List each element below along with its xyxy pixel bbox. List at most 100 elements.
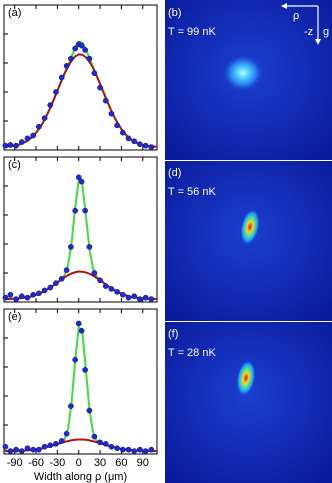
data-point	[86, 244, 93, 250]
data-point	[148, 144, 155, 150]
data-point	[18, 293, 25, 300]
data-point	[36, 123, 42, 130]
data-point	[82, 47, 88, 53]
panel-label: (c)	[8, 159, 21, 171]
data-point	[142, 294, 149, 301]
data-point	[131, 293, 138, 300]
data-point	[13, 446, 19, 453]
data-point	[108, 286, 115, 292]
data-point	[78, 178, 85, 185]
data-point	[82, 367, 88, 373]
data-point	[63, 267, 70, 273]
plot-2: (c)	[2, 156, 158, 303]
data-point	[148, 446, 155, 453]
x-tick-label: 90	[137, 457, 149, 469]
plot-frame	[3, 4, 158, 151]
x-tick-label: 30	[94, 457, 106, 469]
data-point	[36, 290, 42, 297]
axis-name: -z	[304, 26, 313, 38]
data-point	[41, 287, 48, 294]
data-point	[30, 446, 37, 453]
data-point	[2, 443, 9, 450]
data-point	[13, 142, 19, 149]
data-point	[24, 445, 31, 452]
data-point	[58, 275, 65, 282]
data-point	[91, 433, 98, 440]
image-panel-f: (f) T = 28 nK	[165, 322, 332, 483]
data-point	[24, 135, 31, 142]
data-point	[137, 446, 143, 453]
panel-label: (d)	[168, 167, 181, 179]
data-point	[91, 70, 98, 77]
data-point	[63, 63, 70, 69]
data-point	[86, 407, 93, 414]
data-point	[125, 294, 132, 301]
arrow-head	[315, 39, 321, 45]
data-point	[18, 139, 25, 145]
data-point	[47, 442, 54, 449]
data-point	[68, 403, 74, 409]
data-point	[18, 448, 25, 454]
data-point	[114, 289, 120, 295]
x-tick-label: -30	[49, 457, 65, 469]
x-tick-label: 0	[76, 457, 82, 469]
data-point	[72, 207, 79, 214]
temperature: T = 56 nK	[168, 186, 216, 198]
data-point	[72, 45, 79, 52]
data-point	[78, 42, 85, 49]
data-point	[82, 207, 88, 214]
data-point	[148, 296, 155, 302]
panel-label: (f)	[168, 328, 178, 340]
data-point	[63, 430, 70, 437]
data-point	[91, 270, 98, 276]
panel-label: (e)	[8, 311, 21, 323]
data-point	[2, 294, 9, 301]
data-point	[36, 446, 42, 453]
data-point	[114, 445, 120, 452]
data-point	[119, 291, 126, 298]
data-point	[114, 122, 120, 129]
data-point	[119, 129, 126, 136]
data-point	[68, 55, 74, 62]
data-point	[7, 142, 14, 148]
x-tick-label: -60	[28, 457, 44, 469]
temperature: T = 99 nK	[168, 26, 216, 38]
axis-name: g	[323, 26, 329, 38]
data-point	[125, 135, 132, 142]
x-tick-label: 60	[115, 457, 127, 469]
data-point	[24, 294, 31, 301]
data-point	[108, 110, 115, 117]
data-point	[30, 132, 37, 139]
data-point	[137, 141, 143, 148]
data-point	[137, 296, 143, 302]
data-point	[102, 97, 109, 104]
data-point	[7, 291, 14, 298]
data-point	[119, 446, 126, 453]
data-point	[47, 284, 54, 291]
data-point	[131, 448, 138, 454]
plot-1: (a)	[2, 4, 158, 151]
data-point	[53, 441, 59, 447]
atom-cloud	[236, 360, 256, 396]
data-point	[53, 89, 59, 95]
data-point	[102, 283, 109, 289]
x-tick-label: -90	[7, 457, 23, 469]
data-point	[78, 327, 85, 334]
data-point	[7, 448, 14, 454]
data-point	[68, 244, 74, 250]
atom-cloud	[223, 55, 263, 91]
x-axis-label: Width along ρ (μm)	[34, 471, 127, 483]
panel-label: (a)	[8, 7, 21, 19]
plot-3: -90 -60 -30 0 30 60 90 (e) Width along ρ (μm)	[2, 308, 158, 483]
temperature: T = 28 nK	[168, 347, 216, 359]
atom-cloud	[240, 209, 260, 245]
arrow-head	[281, 3, 287, 9]
data-point	[86, 55, 93, 62]
data-point	[125, 446, 132, 453]
data-point	[131, 138, 138, 145]
data-point	[102, 441, 109, 447]
data-point	[72, 356, 79, 363]
image-panel-d: (d) T = 56 nK	[165, 161, 332, 321]
data-point	[142, 142, 149, 149]
data-point	[142, 448, 149, 454]
